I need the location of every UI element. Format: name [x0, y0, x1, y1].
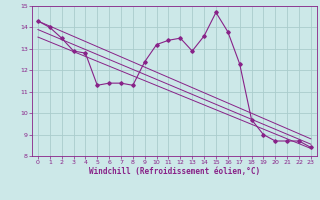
X-axis label: Windchill (Refroidissement éolien,°C): Windchill (Refroidissement éolien,°C): [89, 167, 260, 176]
